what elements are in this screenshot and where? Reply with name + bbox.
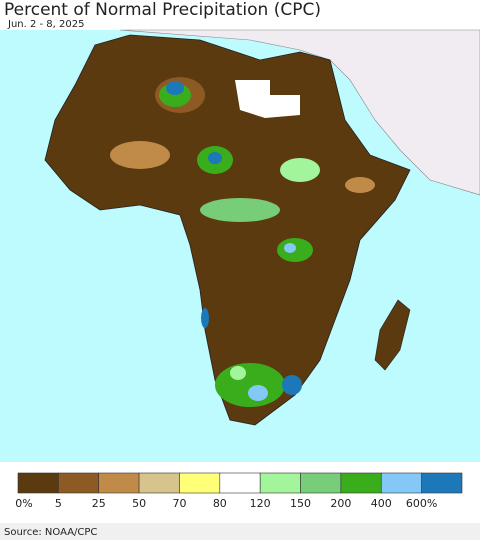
patch	[284, 243, 296, 253]
legend-label: 80	[213, 497, 227, 510]
legend-label: 70	[172, 497, 186, 510]
legend-swatch	[380, 472, 422, 494]
white-area	[235, 80, 300, 118]
patch	[345, 177, 375, 193]
patch	[280, 158, 320, 182]
patch	[282, 375, 302, 395]
madagascar	[374, 299, 411, 371]
patch	[248, 385, 268, 401]
legend-label: 0%	[15, 497, 32, 510]
legend-label: 5	[55, 497, 62, 510]
source: Source: NOAA/CPC	[4, 527, 97, 538]
legend-swatch	[300, 472, 342, 494]
legend-swatch	[179, 472, 221, 494]
legend-label: 600%	[406, 497, 437, 510]
legend-label: 200	[330, 497, 351, 510]
legend-swatch	[98, 472, 140, 494]
legend-label: 50	[132, 497, 146, 510]
legend-swatch	[340, 472, 382, 494]
legend-swatch	[138, 472, 180, 494]
title: Percent of Normal Precipitation (CPC)	[4, 0, 321, 20]
subtitle: Jun. 2 - 8, 2025	[7, 19, 84, 30]
patch	[110, 141, 170, 169]
legend-label: 400	[371, 497, 392, 510]
legend-label: 25	[92, 497, 106, 510]
footer-bar	[0, 523, 480, 540]
legend-swatch	[219, 472, 261, 494]
patch	[166, 81, 184, 95]
africa	[44, 34, 411, 426]
legend-swatch	[58, 472, 100, 494]
patch	[215, 363, 285, 407]
legend-swatch	[421, 472, 463, 494]
patch	[201, 308, 209, 328]
legend: 0% 5 25 50 70 80 120 150 200 400 600%	[15, 472, 463, 510]
patch	[200, 198, 280, 222]
legend-swatch	[259, 472, 301, 494]
patch	[230, 366, 246, 380]
legend-label: 150	[290, 497, 311, 510]
legend-swatch	[17, 472, 59, 494]
patch	[208, 152, 222, 164]
legend-label: 120	[250, 497, 271, 510]
arabia-europe	[119, 29, 480, 196]
